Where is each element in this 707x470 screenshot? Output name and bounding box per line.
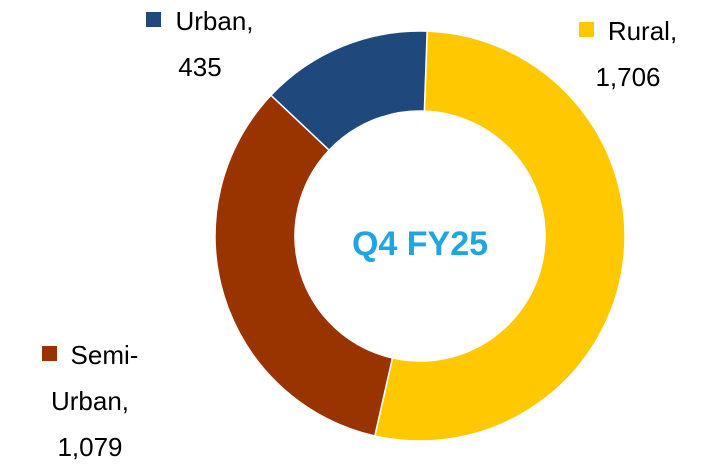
slice [214, 94, 394, 437]
category-label: Urban, [175, 6, 254, 36]
donut [214, 30, 626, 442]
slice [269, 30, 428, 152]
legend-swatch [41, 346, 57, 361]
data-label: Urban, 435 [110, 0, 290, 90]
data-label: Rural, 1,706 [553, 8, 703, 100]
category-label: Semi-Urban, [50, 340, 139, 416]
value-label: 1,079 [57, 432, 123, 462]
legend-swatch [146, 12, 162, 27]
slice [373, 30, 626, 442]
legend-swatch [578, 22, 594, 37]
value-label: 435 [178, 52, 222, 82]
value-label: 1,706 [595, 62, 661, 92]
center-label: Q4 FY25 [352, 225, 488, 263]
category-label: Rural, [607, 16, 678, 46]
data-label: Semi-Urban, 1,079 [5, 332, 175, 470]
